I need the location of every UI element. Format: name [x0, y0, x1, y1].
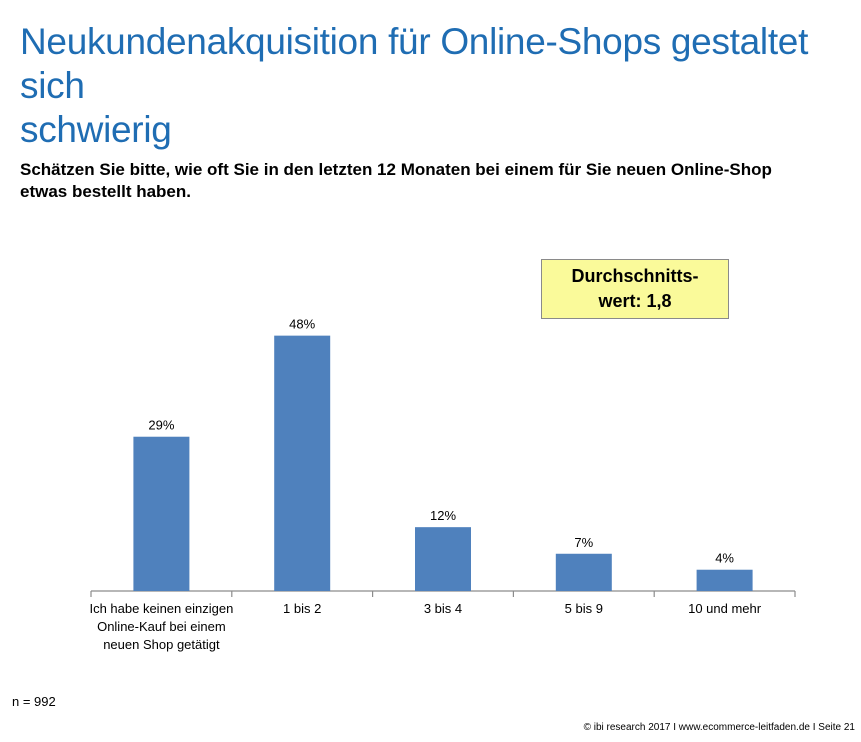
bar	[696, 569, 753, 591]
survey-question: Schätzen Sie bitte, wie oft Sie in den l…	[20, 160, 772, 201]
data-label: 7%	[574, 535, 593, 550]
data-label: 12%	[430, 508, 456, 523]
x-tick-label: 3 bis 4	[424, 601, 462, 616]
page-title: Neukundenakquisition für Online-Shops ge…	[20, 21, 809, 150]
bar	[415, 527, 471, 591]
average-value-box: Durchschnitts-wert: 1,8	[541, 259, 729, 319]
bar	[133, 436, 190, 591]
bars-layer	[133, 335, 753, 591]
x-tick-label: 5 bis 9	[565, 601, 603, 616]
data-label: 29%	[148, 418, 174, 433]
data-label: 4%	[715, 551, 734, 566]
x-tick-label: 1 bis 2	[283, 601, 321, 616]
bar	[555, 553, 612, 591]
x-tick-label: 10 und mehr	[688, 601, 762, 616]
data-label: 48%	[289, 317, 315, 332]
bar	[274, 335, 331, 591]
footer-copyright: © ibi research 2017 I www.ecommerce-leit…	[583, 722, 855, 733]
sample-size: n = 992	[12, 694, 56, 709]
x-tick-label: Ich habe keinen einzigen Online-Kauf bei …	[89, 601, 233, 652]
axis-layer	[90, 590, 796, 597]
labels-layer: 29% Ich habe keinen einzigen Online-Kauf b…	[89, 317, 761, 652]
